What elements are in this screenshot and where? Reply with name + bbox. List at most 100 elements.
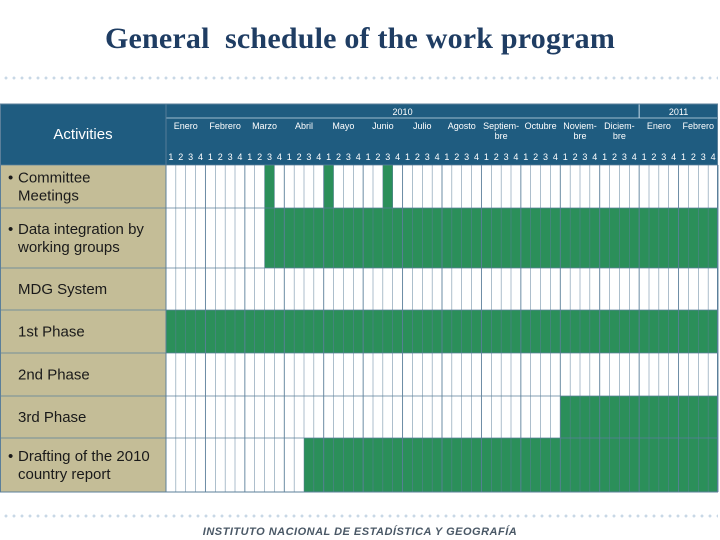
month-label: bre [613,131,626,141]
week-number: 3 [306,152,311,162]
bullet-marker: • [8,448,13,465]
week-number: 2 [612,152,617,162]
week-number: 2 [218,152,223,162]
week-number: 4 [671,152,676,162]
week-number: 2 [297,152,302,162]
activity-label: 3rd Phase [18,409,86,426]
week-number: 3 [701,152,706,162]
month-label: Agosto [448,121,476,131]
week-number: 4 [711,152,716,162]
week-number: 2 [336,152,341,162]
activities-header: Activities [53,126,112,143]
bullet-marker: • [8,170,13,187]
month-label: Marzo [252,121,277,131]
week-number: 4 [237,152,242,162]
month-label: Enero [174,121,198,131]
month-label: Abril [295,121,313,131]
month-label: Septiem- [483,121,519,131]
week-number: 1 [444,152,449,162]
activity-label: Meetings [18,188,79,205]
bottom-dotted-divider [2,514,718,518]
week-number: 1 [523,152,528,162]
week-number: 4 [592,152,597,162]
week-number: 2 [257,152,262,162]
week-number: 3 [425,152,430,162]
bullet-marker: • [8,221,13,238]
week-number: 4 [474,152,479,162]
month-label: Enero [647,121,671,131]
month-label: Febrero [683,121,715,131]
week-number: 1 [405,152,410,162]
week-number: 3 [385,152,390,162]
year-label: 2011 [669,107,688,117]
activity-label: Data integration by [18,221,144,238]
week-number: 2 [415,152,420,162]
week-number: 4 [277,152,282,162]
month-label: Julio [413,121,432,131]
week-number: 3 [228,152,233,162]
month-label: Octubre [525,121,557,131]
week-number: 2 [454,152,459,162]
week-number: 1 [602,152,607,162]
activity-label: Committee [18,170,91,187]
table-header-band [0,104,718,165]
week-number: 2 [494,152,499,162]
activity-label: working groups [17,239,120,256]
month-label: Mayo [332,121,354,131]
week-number: 3 [582,152,587,162]
week-number: 3 [543,152,548,162]
month-label: bre [495,131,508,141]
footer-institution: INSTITUTO NACIONAL DE ESTADÍSTICA Y GEOG… [202,526,518,538]
month-label: Febrero [209,121,241,131]
week-number: 3 [504,152,509,162]
week-number: 1 [681,152,686,162]
week-number: 3 [464,152,469,162]
week-number: 4 [553,152,558,162]
week-number: 3 [622,152,627,162]
schedule-bar [323,165,334,208]
activity-label-column [0,165,166,492]
week-number: 2 [178,152,183,162]
week-number: 2 [651,152,656,162]
week-number: 4 [513,152,518,162]
week-number: 1 [168,152,173,162]
activity-label: country report [18,466,111,483]
top-dotted-divider [2,76,718,80]
week-number: 4 [435,152,440,162]
week-number: 1 [563,152,568,162]
week-number: 1 [208,152,213,162]
month-label: Noviem- [563,121,597,131]
week-number: 1 [326,152,331,162]
week-number: 2 [533,152,538,162]
week-number: 2 [573,152,578,162]
week-number: 1 [287,152,292,162]
week-number: 1 [366,152,371,162]
week-number: 4 [316,152,321,162]
year-label: 2010 [393,107,413,117]
week-number: 1 [247,152,252,162]
schedule-bar [382,165,393,208]
month-label: Junio [372,121,394,131]
activity-label: MDG System [18,281,107,298]
week-number: 3 [661,152,666,162]
week-number: 2 [375,152,380,162]
week-number: 4 [198,152,203,162]
schedule-bar [264,165,275,208]
month-label: Diciem- [604,121,635,131]
week-number: 1 [484,152,489,162]
week-number: 3 [188,152,193,162]
month-label: bre [573,131,586,141]
week-number: 4 [356,152,361,162]
week-number: 3 [267,152,272,162]
week-number: 4 [632,152,637,162]
week-number: 2 [691,152,696,162]
activity-label: 2nd Phase [18,367,90,384]
week-number: 1 [642,152,647,162]
week-number: 3 [346,152,351,162]
activity-label: Drafting of the 2010 [18,448,150,465]
week-number: 4 [395,152,400,162]
slide-title: General schedule of the work program [104,22,616,55]
activity-label: 1st Phase [18,324,85,341]
table-border [0,103,718,493]
